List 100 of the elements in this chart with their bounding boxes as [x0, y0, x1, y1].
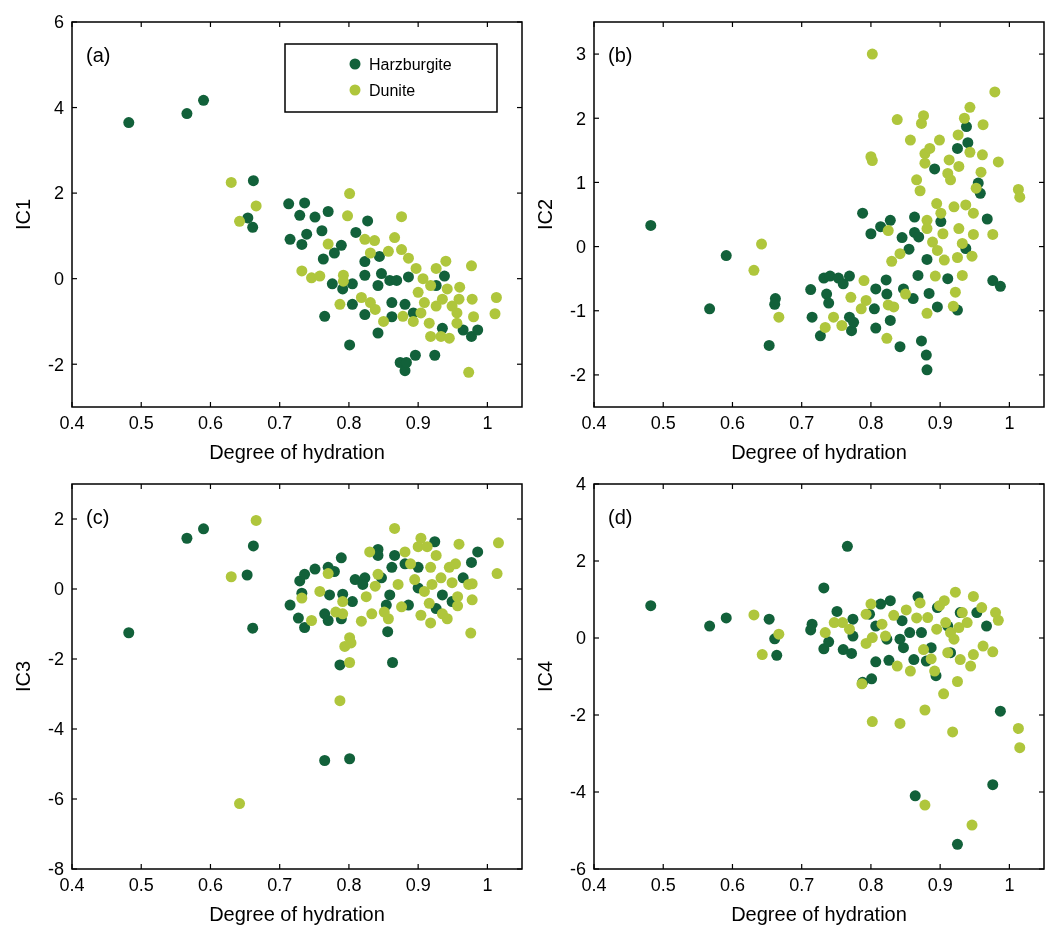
point: [378, 315, 390, 327]
x-tick-label: 1: [482, 413, 493, 433]
point: [915, 627, 927, 639]
point: [372, 280, 384, 292]
point: [805, 284, 817, 296]
point: [346, 278, 358, 290]
point: [870, 656, 882, 668]
x-tick-label: 0.5: [128, 413, 154, 433]
point: [387, 657, 399, 668]
point: [247, 622, 259, 634]
y-tick-label: -6: [47, 789, 64, 810]
point: [396, 601, 408, 613]
point: [402, 252, 414, 264]
x-tick-label: 0.5: [650, 875, 676, 895]
x-tick-label: 0.6: [197, 413, 223, 433]
x-tick-label: 0.8: [858, 413, 884, 433]
point: [415, 609, 427, 621]
x-tick-label: 0.7: [267, 875, 293, 895]
point: [913, 231, 925, 243]
point: [292, 612, 304, 624]
point: [773, 628, 785, 640]
point: [337, 596, 349, 608]
point: [382, 626, 394, 638]
y-tick-label: 2: [575, 108, 586, 129]
point: [748, 609, 760, 621]
x-axis-title: Degree of hydration: [209, 441, 385, 463]
point: [911, 612, 923, 624]
point: [847, 613, 859, 625]
point: [322, 568, 334, 580]
point: [322, 206, 334, 218]
point: [396, 244, 408, 256]
x-tick-label: 0.6: [197, 875, 223, 895]
point: [247, 540, 259, 552]
point: [322, 615, 334, 626]
point: [359, 256, 371, 268]
x-tick-label: 0.9: [927, 413, 953, 433]
point: [931, 623, 943, 635]
point: [225, 176, 237, 188]
point: [334, 298, 346, 310]
point: [334, 695, 346, 707]
point: [870, 322, 882, 334]
x-tick-label: 0.7: [789, 413, 815, 433]
point: [123, 117, 135, 129]
point: [389, 232, 401, 244]
point: [896, 615, 908, 627]
point: [976, 602, 988, 614]
point: [301, 228, 313, 240]
point: [857, 207, 869, 219]
point: [402, 271, 414, 283]
point: [923, 287, 935, 299]
point: [355, 291, 367, 303]
x-tick-label: 0.8: [336, 875, 362, 895]
y-tick-label: 6: [53, 12, 64, 33]
point: [438, 270, 450, 282]
point: [868, 303, 880, 315]
point: [453, 293, 465, 305]
point: [441, 283, 453, 295]
point: [465, 627, 477, 639]
text: (b): [608, 44, 633, 66]
point: [299, 622, 311, 633]
point: [241, 569, 253, 581]
point: [466, 293, 478, 305]
point: [884, 314, 896, 326]
point: [837, 644, 849, 656]
point: [921, 364, 933, 376]
point: [965, 660, 977, 672]
point: [841, 540, 853, 552]
point: [299, 197, 311, 209]
x-tick-label: 1: [1004, 413, 1015, 433]
point: [865, 228, 877, 240]
point: [814, 330, 826, 342]
point: [463, 366, 475, 378]
point: [319, 755, 331, 766]
point: [909, 211, 921, 223]
point: [888, 609, 900, 621]
point: [389, 549, 401, 561]
point: [994, 705, 1006, 717]
point: [369, 580, 381, 592]
point: [247, 175, 259, 187]
y-axis-title: IC2: [534, 198, 556, 231]
point: [466, 594, 478, 606]
point: [283, 198, 295, 210]
y-tick-label: 0: [575, 628, 586, 649]
y-axis-title: IC3: [12, 660, 34, 693]
x-axis-title: Degree of hydration: [731, 903, 907, 925]
point: [409, 349, 421, 361]
point: [645, 600, 657, 612]
y-tick-label: 2: [575, 551, 586, 572]
x-tick-label: 0.8: [336, 413, 362, 433]
point: [436, 293, 448, 305]
point: [415, 307, 427, 319]
point: [967, 649, 979, 661]
point: [903, 243, 915, 255]
point: [423, 317, 435, 329]
point: [335, 552, 347, 564]
point: [384, 589, 396, 601]
y-tick-label: 0: [53, 579, 64, 600]
point: [491, 568, 503, 580]
point: [912, 269, 924, 281]
point: [942, 273, 954, 285]
